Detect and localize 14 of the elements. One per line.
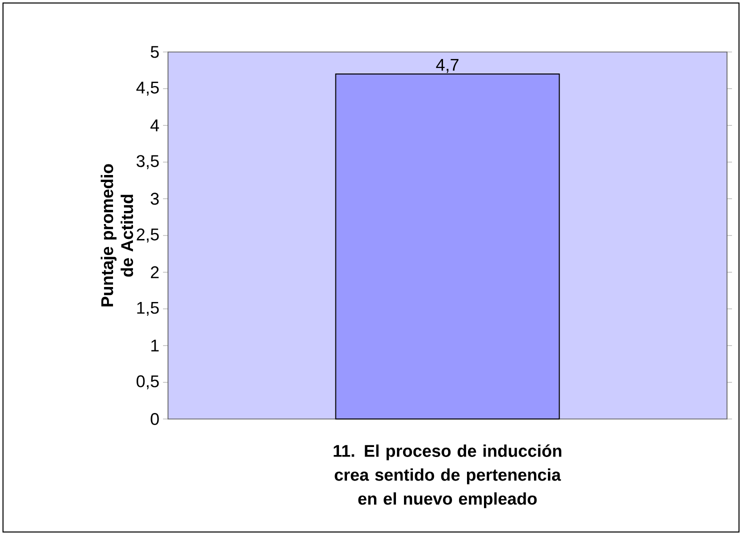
y-axis-title: Puntaje promedio de Actitud <box>100 164 134 306</box>
y-tick-label: 2,5 <box>136 228 159 242</box>
y-tick-label: 0,5 <box>136 375 159 390</box>
y-tick-label: 1 <box>151 340 159 352</box>
y-tick-label: 0 <box>150 412 159 425</box>
x-axis-title: 11. El proceso de inducción crea sentido de pertenencia en el nuevo empleado <box>334 444 562 508</box>
y-tick-label: 2 <box>150 266 159 278</box>
data-label: 4,7 <box>436 58 458 73</box>
y-tick-label: 4,5 <box>136 82 159 96</box>
y-tick-label: 5 <box>150 46 159 58</box>
y-tick-label: 3,5 <box>136 155 159 170</box>
y-tick-label: 1,5 <box>137 302 159 316</box>
y-tick-label: 4 <box>150 120 159 132</box>
y-tick-label: 3 <box>150 192 159 205</box>
